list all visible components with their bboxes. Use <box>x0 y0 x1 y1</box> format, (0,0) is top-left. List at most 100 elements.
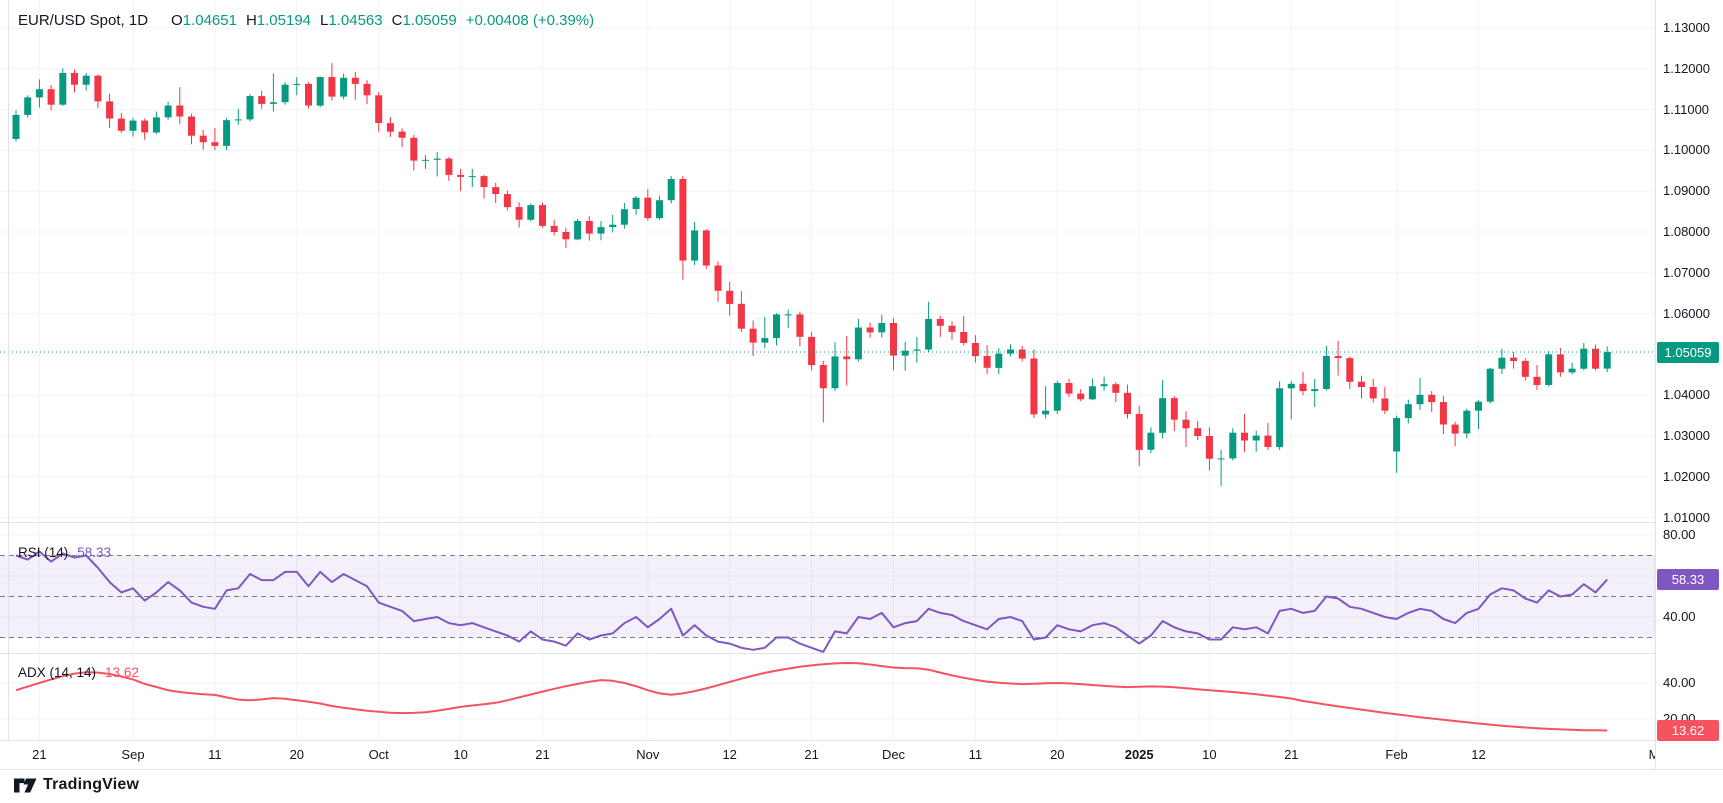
candle-body <box>890 323 897 356</box>
candle-body <box>1393 418 1401 452</box>
time-tick-label: Sep <box>121 747 145 762</box>
adx-legend: ADX (14, 14) 13.62 <box>18 665 139 680</box>
ohlc-close-value: 1.05059 <box>402 12 457 29</box>
time-tick-label: Oct <box>368 747 389 762</box>
symbol-legend: EUR/USD Spot, 1D O1.04651 H1.05194 L1.04563… <box>18 12 594 29</box>
candle-body <box>1322 356 1330 389</box>
time-tick-label: 12 <box>722 747 737 762</box>
candle-body <box>1147 432 1155 450</box>
candle-body <box>1229 432 1237 459</box>
candle-body <box>796 314 804 337</box>
price-tick-label: 1.02000 <box>1663 468 1710 484</box>
candle-body <box>925 318 933 350</box>
candle-body <box>316 77 324 106</box>
candle-body <box>1498 357 1506 369</box>
ohlc-open-key: O <box>171 12 183 29</box>
price-tick-label: 1.08000 <box>1663 224 1710 239</box>
adx-indicator-title[interactable]: ADX (14, 14) <box>18 665 97 680</box>
candle-body <box>1077 393 1085 400</box>
candle-body <box>12 114 20 139</box>
candle-body <box>609 224 617 228</box>
candle-body <box>527 205 535 220</box>
rsi-tick-label: 40.00 <box>1663 609 1696 624</box>
rsi-legend: RSI (14) 58.33 <box>18 545 111 560</box>
ohlc-low-key: L <box>320 12 329 29</box>
candle-body <box>948 325 956 332</box>
rsi-indicator-title[interactable]: RSI (14) <box>18 545 69 560</box>
candle-body <box>152 117 160 133</box>
candle-body <box>1252 435 1260 441</box>
candle-body <box>995 353 1003 368</box>
candle-body <box>141 120 149 133</box>
candle-body <box>293 83 301 85</box>
candle-body <box>1358 381 1365 387</box>
candle-body <box>82 75 90 85</box>
time-tick-label: 10 <box>1202 747 1217 762</box>
price-change: +0.00408 (+0.39%) <box>465 12 595 29</box>
candle-body <box>71 72 78 85</box>
candle-body <box>1521 360 1529 377</box>
tradingview-watermark[interactable]: TradingView <box>14 776 139 794</box>
candle-body <box>1205 436 1213 459</box>
adx-value-badge: 13.62 <box>1657 720 1719 741</box>
candle-body <box>129 120 137 131</box>
tradingview-logo-icon <box>14 778 37 792</box>
adx-tick-label: 40.00 <box>1663 675 1696 690</box>
candle-body <box>1287 383 1295 389</box>
candle-body <box>1510 357 1518 361</box>
time-axis[interactable]: 21 Sep 11 20 Oct 10 21 Nov 12 21 Dec 11 20 2025 10 21 Fe… <box>0 740 1723 770</box>
candle-body <box>539 205 546 226</box>
time-tick-label: 21 <box>804 747 819 762</box>
candle-body <box>1264 435 1272 447</box>
time-tick-label: Feb <box>1385 747 1408 762</box>
candle-body <box>1194 428 1202 436</box>
candle-body <box>1217 458 1225 460</box>
time-tick-label: 2025 <box>1124 747 1154 762</box>
time-tick-label: 12 <box>1471 747 1486 762</box>
candle-body <box>1533 376 1541 385</box>
horizontal-gridlines <box>0 27 1655 720</box>
candle-body <box>1018 349 1026 359</box>
time-tick-label: Dec <box>881 747 906 762</box>
candle-body <box>281 84 289 103</box>
candle-body <box>1311 389 1319 392</box>
candle-body <box>422 159 429 161</box>
price-tick-label: 1.10000 <box>1663 142 1710 158</box>
symbol-title[interactable]: EUR/USD Spot, 1D <box>18 12 149 29</box>
price-tick-label: 1.06000 <box>1663 305 1710 321</box>
candle-body <box>47 89 55 105</box>
candle-body <box>211 142 219 146</box>
candle-body <box>199 135 207 143</box>
candle-body <box>398 131 406 138</box>
rsi-tick-label: 80.00 <box>1663 527 1696 542</box>
time-tick-label: 10 <box>453 747 468 762</box>
price-tick-label: 1.09000 <box>1663 183 1710 199</box>
tradingview-watermark-text: TradingView <box>43 776 140 793</box>
time-tick-label: 20 <box>1050 747 1065 762</box>
adx-current-value: 13.62 <box>105 665 139 680</box>
candle-body <box>819 365 827 389</box>
candle-body <box>328 77 336 97</box>
candle-body <box>960 332 968 343</box>
candle-body <box>983 356 991 368</box>
candle-body <box>468 176 476 178</box>
candle-body <box>24 97 32 115</box>
candlestick-chart-canvas[interactable] <box>0 0 1723 740</box>
candle-body <box>843 356 851 360</box>
candle-body <box>340 77 348 97</box>
candle-series <box>12 63 1611 487</box>
candle-body <box>1053 383 1061 411</box>
candle-body <box>1170 398 1178 420</box>
price-tick-label: 1.12000 <box>1663 60 1710 76</box>
candle-body <box>1451 424 1459 434</box>
price-axis[interactable]: 1.05059 58.33 13.62 1.13000 1.12000 1.1100… <box>1655 0 1723 769</box>
candle-body <box>1428 394 1436 403</box>
candle-body <box>480 176 488 188</box>
price-tick-label: 1.07000 <box>1663 264 1710 280</box>
candle-body <box>550 225 558 232</box>
candle-body <box>457 174 465 177</box>
candle-body <box>913 349 921 351</box>
time-tick-label: 11 <box>208 747 222 762</box>
candle-body <box>597 227 605 234</box>
